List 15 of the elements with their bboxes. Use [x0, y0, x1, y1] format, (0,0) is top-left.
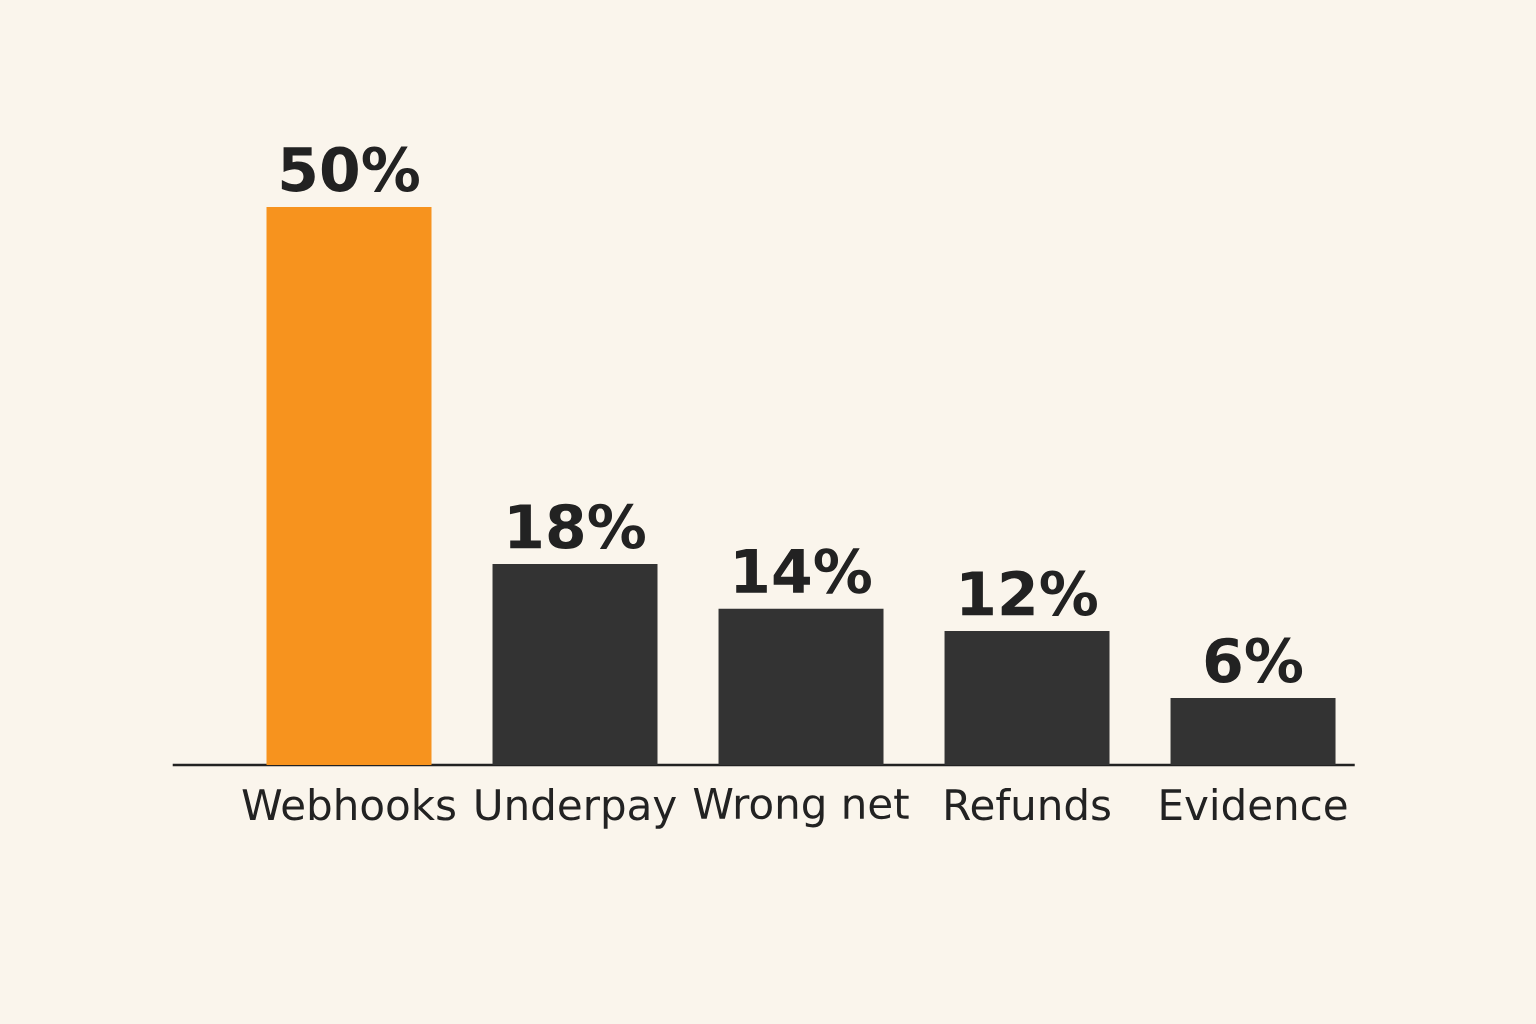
- data-label: 12%: [961, 570, 1097, 616]
- data-label: 50%: [281, 146, 419, 192]
- bar: [718, 608, 884, 765]
- x-tick-label: Webhooks: [242, 788, 455, 821]
- data-label: 18%: [509, 503, 645, 550]
- x-tick-label: Wrong net: [693, 788, 909, 828]
- bar: [944, 631, 1110, 765]
- bar: [1170, 698, 1336, 765]
- data-label: 6%: [1205, 637, 1303, 683]
- x-tick-label: Evidence: [1161, 788, 1347, 821]
- bar: [492, 564, 658, 765]
- data-label: 14%: [735, 548, 871, 594]
- x-tick-label: Refunds: [946, 788, 1110, 821]
- x-tick-label: Underpay: [476, 788, 676, 829]
- bar: [266, 206, 432, 765]
